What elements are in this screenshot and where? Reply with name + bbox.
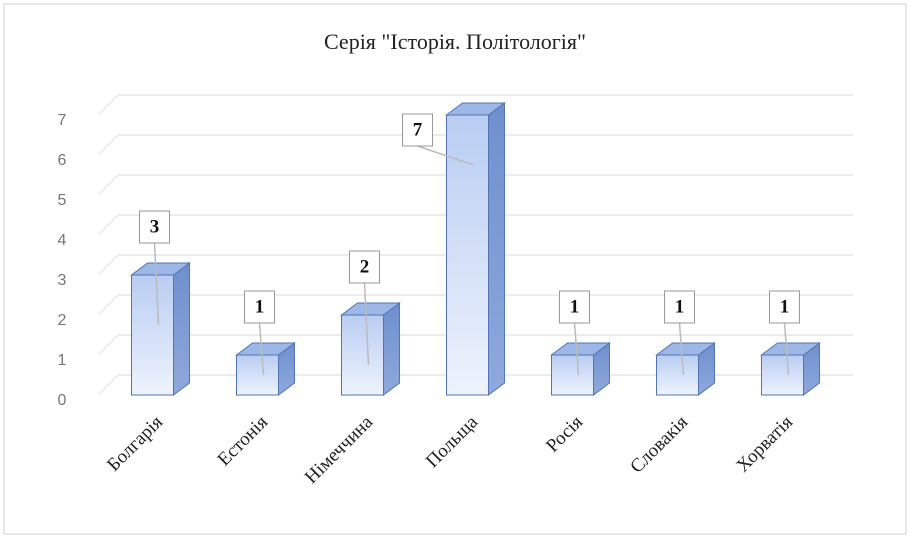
- callout-line: [363, 282, 370, 366]
- bar-side: [488, 102, 505, 396]
- y-tick-label: 2: [58, 312, 67, 329]
- callout-line: [258, 322, 265, 376]
- data-label: 7: [413, 119, 423, 140]
- bar: [130, 262, 191, 396]
- data-label-box: [244, 290, 275, 324]
- bar-front: [446, 114, 489, 396]
- bar-front: [341, 314, 384, 396]
- bar: [550, 342, 611, 396]
- y-tick-label: 5: [58, 192, 67, 209]
- data-label-box: [139, 210, 170, 244]
- y-tick-label: 1: [58, 352, 67, 369]
- bar: [760, 342, 821, 396]
- data-label: 2: [360, 256, 370, 277]
- grid-line-side: [97, 174, 119, 196]
- bar-front: [131, 274, 174, 396]
- bar-front: [236, 354, 279, 396]
- chart-title: Серія "Історія. Політологія": [324, 29, 586, 54]
- bar: [340, 302, 401, 396]
- bar-front: [656, 354, 699, 396]
- callout-line: [783, 322, 790, 376]
- grid-line-side: [97, 294, 119, 316]
- grid-line-side: [97, 214, 119, 236]
- bar-side: [383, 302, 400, 396]
- data-label-box: [559, 290, 590, 324]
- data-label-box: [664, 290, 695, 324]
- bar-side: [173, 262, 190, 396]
- y-tick-label: 3: [58, 272, 67, 289]
- data-label-box: [769, 290, 800, 324]
- grid-line-side: [97, 254, 119, 276]
- callout-line: [153, 242, 160, 326]
- grid-line-side: [97, 94, 119, 116]
- data-label: 1: [780, 296, 790, 317]
- y-tick-label: 7: [58, 112, 67, 129]
- y-tick-label: 6: [58, 152, 67, 169]
- bar-front: [551, 354, 594, 396]
- y-tick-label: 0: [58, 392, 67, 409]
- bar-front: [761, 354, 804, 396]
- grid-line-side: [97, 374, 119, 396]
- data-label: 1: [570, 296, 580, 317]
- data-label-box: [402, 113, 433, 147]
- grid-line-side: [97, 334, 119, 356]
- bar: [655, 342, 716, 396]
- data-label: 1: [255, 296, 265, 317]
- data-label: 3: [150, 216, 160, 237]
- data-label: 1: [675, 296, 685, 317]
- y-tick-label: 4: [58, 232, 67, 249]
- bar: [445, 102, 506, 396]
- bar: [235, 342, 296, 396]
- grid-line-side: [97, 134, 119, 156]
- callout-line: [678, 322, 685, 376]
- callout-line: [573, 322, 580, 376]
- data-label-box: [349, 250, 380, 284]
- callout-line: [417, 145, 474, 166]
